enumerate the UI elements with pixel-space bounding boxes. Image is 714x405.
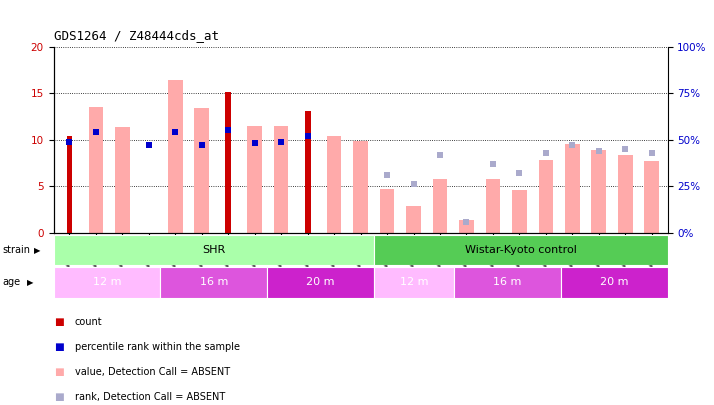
Bar [274, 126, 288, 233]
Bar [374, 267, 454, 298]
Text: age: age [2, 277, 20, 288]
Bar [380, 189, 394, 233]
Bar [115, 127, 130, 233]
Bar [560, 267, 668, 298]
Bar [248, 126, 262, 233]
Bar [486, 179, 501, 233]
Bar [454, 267, 560, 298]
Text: 12 m: 12 m [400, 277, 428, 288]
Bar [512, 190, 527, 233]
Bar [459, 220, 473, 233]
Bar [618, 155, 633, 233]
Bar [66, 136, 72, 233]
Text: 12 m: 12 m [93, 277, 121, 288]
Bar [565, 145, 580, 233]
Bar [433, 179, 447, 233]
Text: ■: ■ [54, 317, 64, 327]
Text: ▶: ▶ [27, 278, 34, 287]
Text: 16 m: 16 m [493, 277, 522, 288]
Text: ■: ■ [54, 342, 64, 352]
Bar [194, 108, 209, 233]
Text: ■: ■ [54, 367, 64, 377]
Bar [54, 235, 374, 265]
Text: count: count [75, 317, 103, 327]
Bar [406, 206, 421, 233]
Text: ▶: ▶ [34, 245, 41, 255]
Bar [374, 235, 668, 265]
Bar [226, 92, 231, 233]
Bar [267, 267, 374, 298]
Text: 20 m: 20 m [306, 277, 335, 288]
Text: rank, Detection Call = ABSENT: rank, Detection Call = ABSENT [75, 392, 225, 402]
Bar [161, 267, 267, 298]
Text: percentile rank within the sample: percentile rank within the sample [75, 342, 240, 352]
Bar [591, 150, 606, 233]
Text: strain: strain [2, 245, 30, 255]
Text: SHR: SHR [202, 245, 226, 255]
Bar [305, 111, 311, 233]
Bar [645, 161, 659, 233]
Bar [168, 80, 183, 233]
Bar [538, 160, 553, 233]
Bar [89, 107, 104, 233]
Bar [54, 267, 161, 298]
Bar [353, 141, 368, 233]
Text: value, Detection Call = ABSENT: value, Detection Call = ABSENT [75, 367, 230, 377]
Text: Wistar-Kyoto control: Wistar-Kyoto control [465, 245, 577, 255]
Text: ■: ■ [54, 392, 64, 402]
Text: 16 m: 16 m [199, 277, 228, 288]
Text: GDS1264 / Z48444cds_at: GDS1264 / Z48444cds_at [54, 30, 218, 43]
Text: 20 m: 20 m [600, 277, 628, 288]
Bar [327, 136, 341, 233]
